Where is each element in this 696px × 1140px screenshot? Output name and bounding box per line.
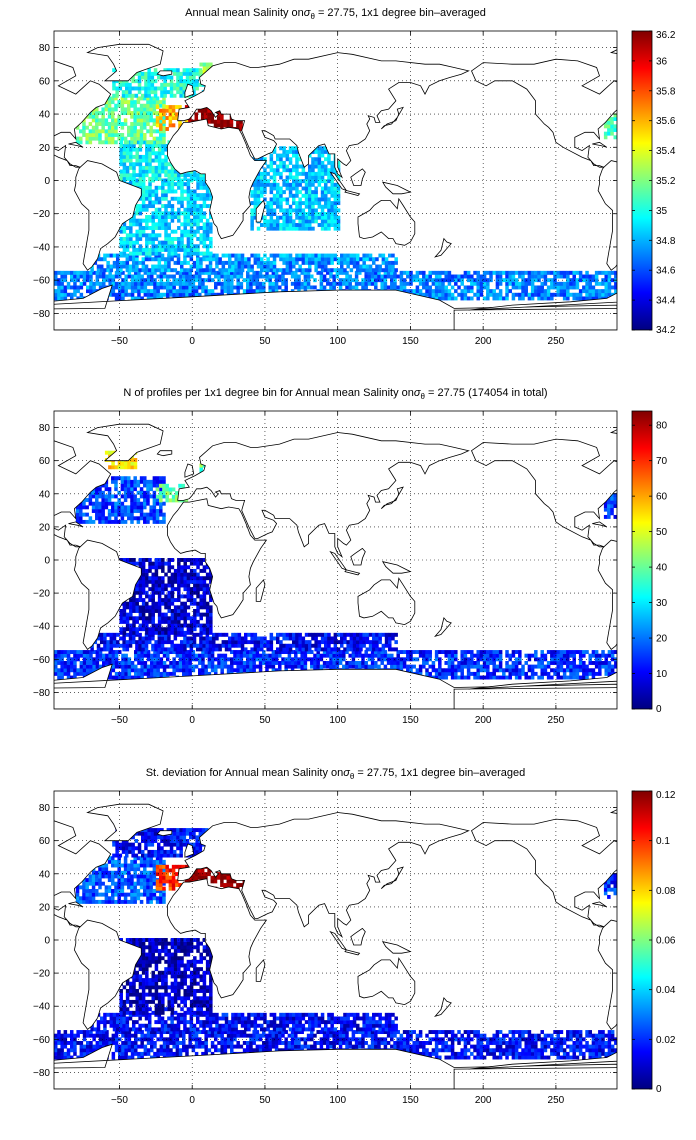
x-tick-label: 200 bbox=[475, 336, 492, 347]
x-tick-label: 0 bbox=[189, 1095, 195, 1106]
grid-lines bbox=[54, 411, 617, 709]
colorbar-tick-label: 0.1 bbox=[656, 836, 670, 847]
y-tick-label: 60 bbox=[39, 836, 51, 847]
y-tick-label: 60 bbox=[39, 76, 51, 87]
land-masses bbox=[54, 423, 617, 709]
colorbar-tick-label: 60 bbox=[656, 492, 668, 503]
y-tick-label: −60 bbox=[33, 655, 50, 666]
colorbar-tick-label: 0.12 bbox=[656, 790, 676, 801]
colorbar-tick-label: 0.04 bbox=[656, 985, 676, 996]
y-tick-label: 20 bbox=[39, 143, 51, 154]
land-masses bbox=[54, 43, 617, 330]
y-tick-label: −40 bbox=[33, 242, 50, 253]
y-tick-label: 80 bbox=[39, 423, 51, 434]
x-tick-label: 0 bbox=[189, 336, 195, 347]
y-tick-label: 0 bbox=[44, 936, 50, 947]
chart-panel-1: Annual mean Salinity onσθ = 27.75, 1x1 d… bbox=[33, 7, 676, 347]
chart-panel-2: N of profiles per 1x1 degree bin for Ann… bbox=[33, 387, 668, 726]
colorbar-tick-label: 34.8 bbox=[656, 236, 676, 247]
y-tick-label: −40 bbox=[33, 622, 50, 633]
data-cells bbox=[54, 828, 617, 1060]
colorbar-tick-label: 10 bbox=[656, 669, 668, 680]
y-tick-label: −80 bbox=[33, 688, 50, 699]
colorbar-tick-label: 0.06 bbox=[656, 936, 676, 947]
colorbar: 80 70 60 50 40 30 20 10 0 bbox=[631, 410, 668, 715]
x-tick-label: 100 bbox=[329, 1095, 346, 1106]
x-tick-label: 250 bbox=[548, 1095, 565, 1106]
x-tick-label: 200 bbox=[475, 715, 492, 726]
colorbar-tick-label: 50 bbox=[656, 527, 668, 538]
colorbar-tick-label: 34.2 bbox=[656, 325, 676, 336]
colorbar-tick-label: 0 bbox=[656, 704, 662, 715]
x-tick-label: 150 bbox=[402, 1095, 419, 1106]
x-tick-label: 150 bbox=[402, 336, 419, 347]
colorbar-tick-label: 35.8 bbox=[656, 86, 676, 97]
grid-lines bbox=[54, 791, 617, 1089]
x-tick-label: 100 bbox=[329, 715, 346, 726]
y-tick-label: 40 bbox=[39, 110, 51, 121]
y-tick-label: −60 bbox=[33, 276, 50, 287]
y-tick-label: −60 bbox=[33, 1035, 50, 1046]
plot-area bbox=[54, 411, 617, 709]
y-tick-label: 80 bbox=[39, 803, 51, 814]
plot-area bbox=[54, 791, 617, 1089]
y-tick-label: 20 bbox=[39, 902, 51, 913]
colorbar-tick-label: 35 bbox=[656, 206, 668, 217]
colorbar-gradient bbox=[631, 410, 653, 710]
y-tick-label: 0 bbox=[44, 176, 50, 187]
colorbar-tick-label: 80 bbox=[656, 421, 668, 432]
chart-title: St. deviation for Annual mean Salinity o… bbox=[146, 767, 526, 781]
colorbar-tick-label: 34.6 bbox=[656, 266, 676, 277]
y-tick-label: −20 bbox=[33, 209, 50, 220]
y-tick-label: −80 bbox=[33, 1068, 50, 1079]
colorbar-tick-label: 30 bbox=[656, 598, 668, 609]
x-tick-label: 250 bbox=[548, 336, 565, 347]
y-tick-label: −80 bbox=[33, 309, 50, 320]
y-tick-label: 20 bbox=[39, 522, 51, 533]
colorbar: 0.12 0.1 0.08 0.06 0.04 0.02 0 bbox=[631, 790, 676, 1095]
plot-area bbox=[54, 31, 617, 330]
colorbar-tick-label: 0.08 bbox=[656, 886, 676, 897]
chart-title: N of profiles per 1x1 degree bin for Ann… bbox=[123, 387, 547, 401]
chart-panel-3: St. deviation for Annual mean Salinity o… bbox=[33, 767, 676, 1106]
x-tick-label: −50 bbox=[111, 715, 128, 726]
colorbar-tick-label: 36.2 bbox=[656, 30, 676, 41]
chart-title: Annual mean Salinity onσθ = 27.75, 1x1 d… bbox=[185, 7, 486, 21]
colorbar-tick-label: 0 bbox=[656, 1084, 662, 1095]
colorbar-tick-label: 40 bbox=[656, 563, 668, 574]
y-tick-label: 0 bbox=[44, 556, 50, 567]
x-tick-label: 0 bbox=[189, 715, 195, 726]
x-tick-label: 100 bbox=[329, 336, 346, 347]
x-tick-label: 250 bbox=[548, 715, 565, 726]
colorbar-tick-label: 36 bbox=[656, 56, 668, 67]
x-tick-label: 50 bbox=[259, 336, 271, 347]
y-tick-label: −20 bbox=[33, 589, 50, 600]
colorbar-tick-label: 34.4 bbox=[656, 296, 676, 307]
x-tick-label: 200 bbox=[475, 1095, 492, 1106]
colorbar: 36.2 36 35.8 35.6 35.4 35.2 35 34.8 34.6 34.4 34.2 bbox=[631, 30, 676, 336]
x-tick-label: −50 bbox=[111, 1095, 128, 1106]
colorbar-tick-label: 35.2 bbox=[656, 176, 676, 187]
colorbar-tick-label: 20 bbox=[656, 634, 668, 645]
y-tick-label: 40 bbox=[39, 489, 51, 500]
x-tick-label: −50 bbox=[111, 336, 128, 347]
x-tick-label: 150 bbox=[402, 715, 419, 726]
colorbar-tick-label: 35.6 bbox=[656, 116, 676, 127]
y-tick-label: 80 bbox=[39, 43, 51, 54]
x-tick-label: 50 bbox=[259, 715, 271, 726]
colorbar-tick-label: 70 bbox=[656, 456, 668, 467]
colorbar-tick-label: 0.02 bbox=[656, 1035, 676, 1046]
y-tick-label: 60 bbox=[39, 456, 51, 467]
colorbar-tick-label: 35.4 bbox=[656, 146, 676, 157]
y-tick-label: 40 bbox=[39, 869, 51, 880]
x-tick-label: 50 bbox=[259, 1095, 271, 1106]
y-tick-label: −40 bbox=[33, 1002, 50, 1013]
data-cells bbox=[54, 62, 617, 301]
y-tick-label: −20 bbox=[33, 969, 50, 980]
